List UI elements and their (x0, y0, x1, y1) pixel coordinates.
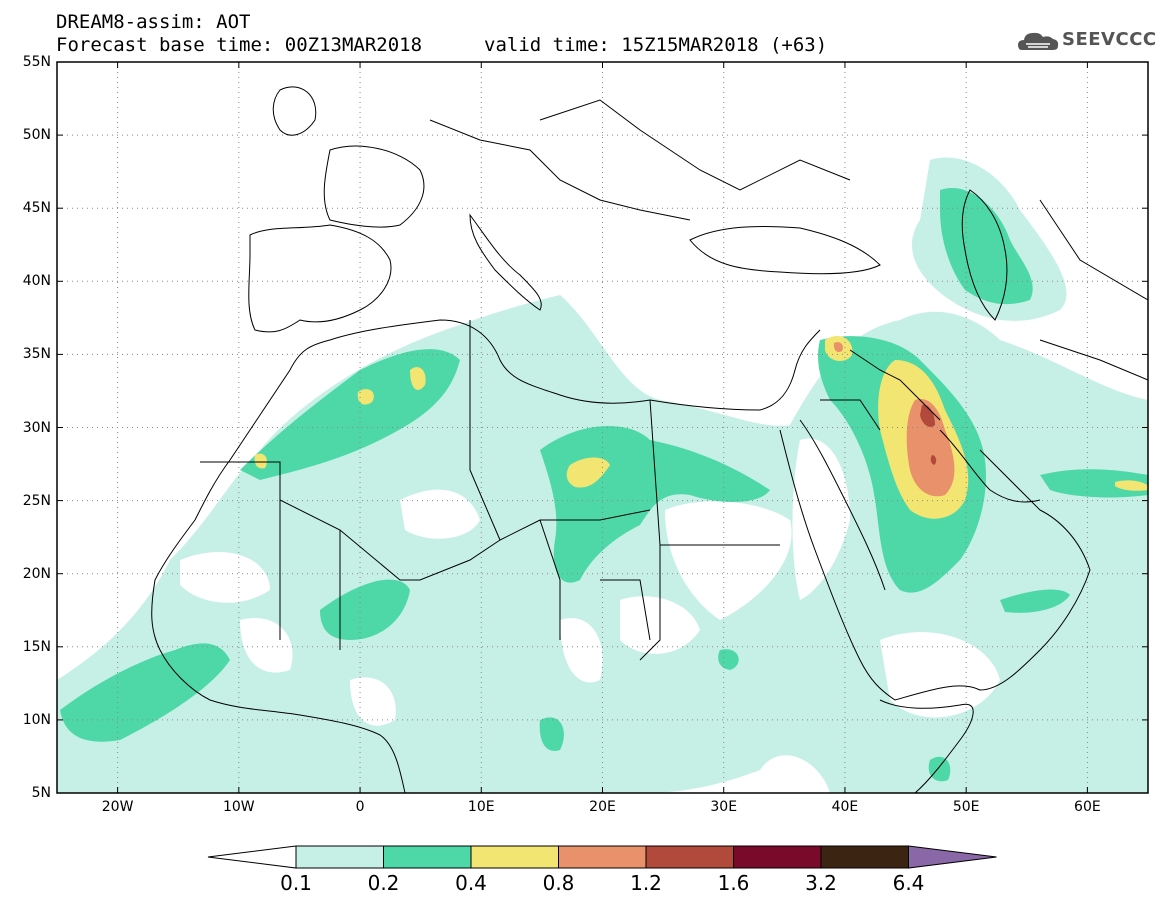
lat-label: 15N (22, 638, 51, 655)
colorbar-swatch (558, 845, 647, 869)
colorbar-label: 0.4 (455, 871, 487, 895)
lon-label: 0 (355, 799, 365, 815)
colorbar-label: 0.2 (367, 871, 400, 895)
lon-label: 60E (1074, 799, 1101, 815)
lat-label: 25N (22, 492, 51, 509)
colorbar-swatch (820, 845, 909, 869)
logo-text: SEEVCCC (1062, 29, 1157, 50)
colorbar-label: 3.2 (805, 871, 837, 895)
colorbar-label: 0.1 (280, 871, 312, 895)
colorbar-label: 1.6 (717, 871, 750, 895)
lon-label: 50E (952, 799, 980, 815)
cloud-icon (1018, 32, 1059, 50)
lon-label: 40E (831, 799, 859, 815)
colorbar-swatch (645, 845, 734, 869)
lat-label: 45N (22, 200, 51, 217)
lat-label: 5N (31, 785, 51, 801)
colorbar-label: 0.8 (542, 871, 575, 895)
lon-label: 20W (101, 799, 134, 815)
colorbar-label: 6.4 (892, 871, 925, 895)
colorbar-below-triangle (207, 845, 297, 869)
aot-class-0.8 (833, 342, 955, 497)
forecast-base-time: Forecast base time: 00Z13MAR2018 (56, 34, 423, 56)
colorbar-swatch (733, 845, 822, 869)
lat-label: 55N (22, 54, 51, 70)
lat-label: 40N (22, 273, 51, 290)
lat-label: 35N (22, 346, 51, 363)
lon-label: 30E (710, 799, 738, 815)
colorbar-swatch (470, 845, 559, 869)
aot-below-0.1 (180, 438, 1000, 726)
dust-field (57, 157, 1148, 793)
lat-label: 30N (22, 419, 51, 436)
map-grid (57, 62, 1148, 793)
lon-label: 20E (589, 799, 616, 815)
valid-time: valid time: 15Z15MAR2018 (+63) (484, 34, 828, 56)
lon-label: 10E (467, 799, 495, 815)
lat-label: 50N (22, 127, 51, 144)
colorbar-above-triangle (908, 845, 997, 869)
lat-label: 20N (22, 565, 51, 582)
map-title: DREAM8-assim: AOT (56, 11, 251, 33)
coastlines (151, 86, 1148, 793)
lat-label: 10N (22, 711, 51, 728)
lon-label: 10W (222, 799, 255, 815)
colorbar-swatch (295, 845, 384, 869)
colorbar-swatch (383, 845, 472, 869)
aot-class-1.2 (920, 404, 937, 465)
colorbar-label: 1.2 (630, 871, 662, 895)
